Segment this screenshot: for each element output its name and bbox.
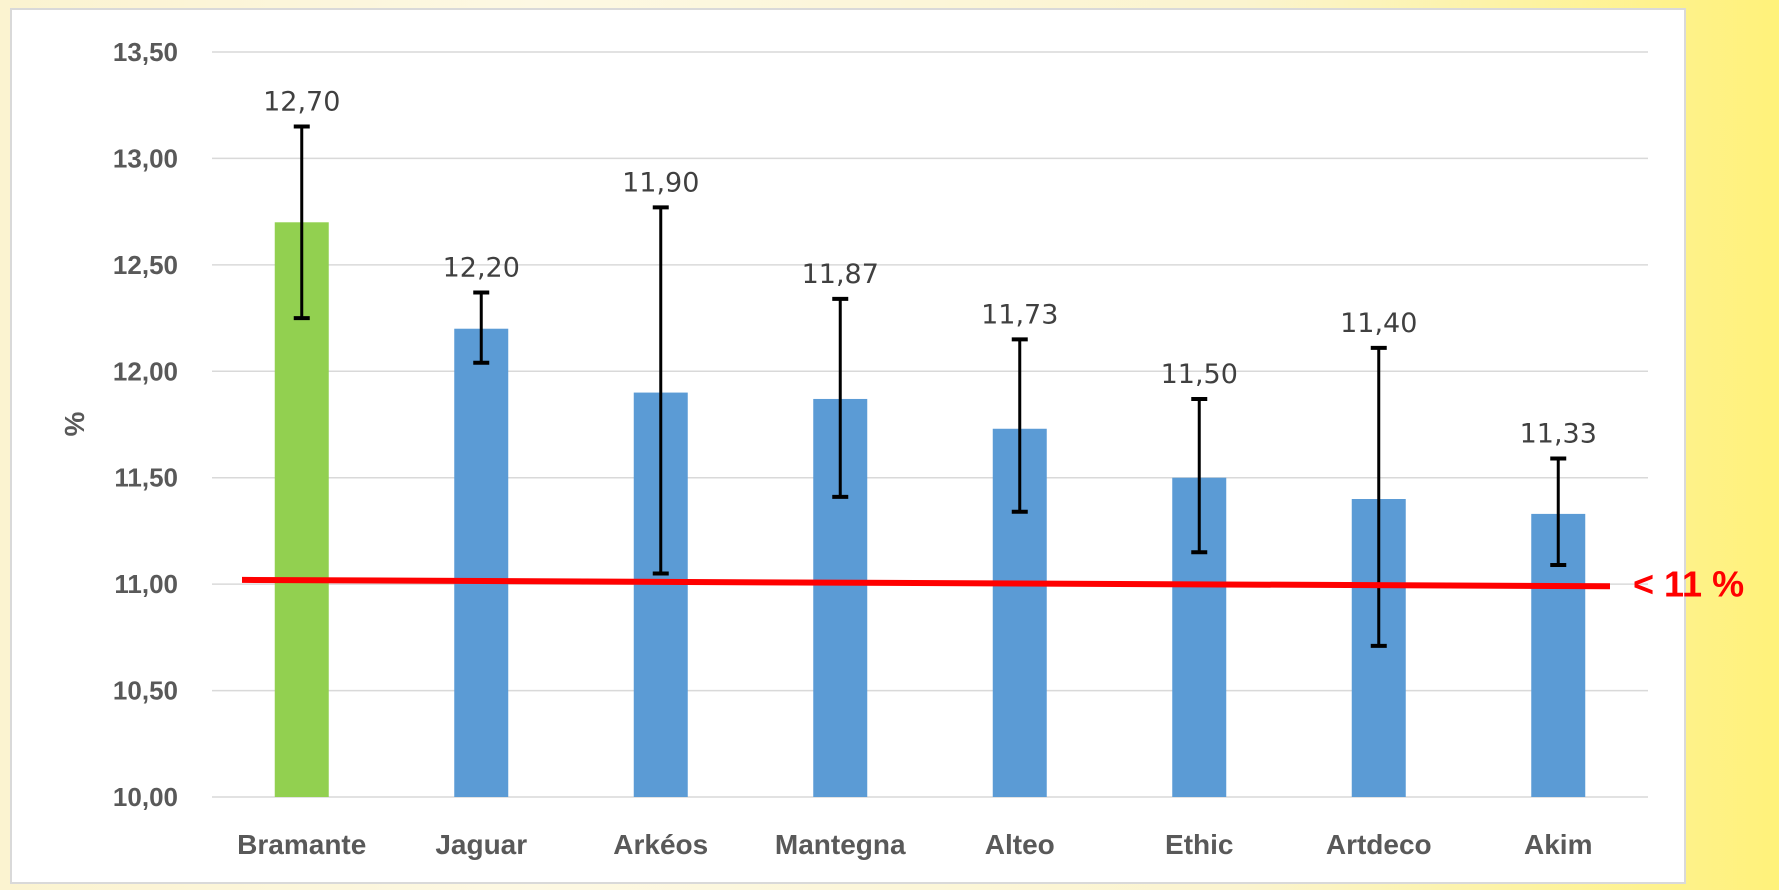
data-label: 11,90 — [622, 167, 699, 198]
category-label: Bramante — [237, 829, 366, 860]
data-label: 12,20 — [443, 253, 520, 284]
data-label: 11,33 — [1520, 419, 1597, 450]
data-label: 11,50 — [1161, 359, 1238, 390]
y-tick-label: 13,00 — [113, 143, 178, 173]
y-tick-label: 13,50 — [113, 37, 178, 67]
y-tick-label: 12,00 — [113, 356, 178, 386]
reference-line — [241, 576, 1611, 590]
data-label: 11,73 — [981, 299, 1058, 330]
y-tick-label: 10,00 — [113, 782, 178, 812]
data-label: 11,87 — [802, 259, 879, 290]
category-label: Jaguar — [435, 829, 527, 860]
category-label: Arkéos — [613, 829, 708, 860]
y-tick-label: 11,50 — [114, 463, 178, 493]
y-axis-label: % — [59, 411, 90, 436]
category-label: Artdeco — [1326, 829, 1432, 860]
data-label: 11,40 — [1340, 308, 1417, 339]
data-label: 12,70 — [263, 87, 340, 118]
category-label: Mantegna — [775, 829, 906, 860]
bar — [454, 328, 509, 797]
category-label: Ethic — [1165, 829, 1233, 860]
reference-line-label: < 11 % — [1633, 563, 1744, 604]
category-label: Akim — [1524, 829, 1592, 860]
y-tick-label: 10,50 — [113, 676, 178, 706]
category-label: Alteo — [985, 829, 1055, 860]
y-tick-label: 11,00 — [114, 569, 178, 599]
y-tick-label: 12,50 — [113, 250, 178, 280]
